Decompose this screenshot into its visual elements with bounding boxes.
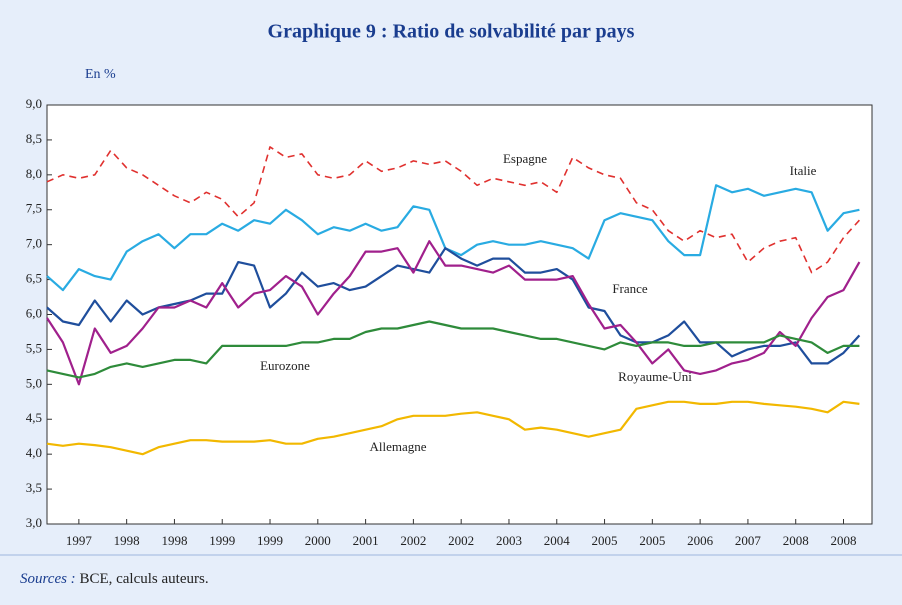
x-tick-label: 2005 <box>592 533 618 548</box>
y-tick-label: 6,5 <box>26 271 42 286</box>
series-label: Royaume-Uni <box>618 369 692 384</box>
x-tick-label: 2008 <box>783 533 809 548</box>
x-tick-label: 1999 <box>209 533 235 548</box>
x-tick-label: 2002 <box>400 533 426 548</box>
chart-title: Graphique 9 : Ratio de solvabilité par p… <box>268 21 635 43</box>
plot-area <box>46 104 873 525</box>
y-tick-label: 9,0 <box>26 96 42 111</box>
source-label: Sources : <box>20 571 76 587</box>
x-tick-label: 2003 <box>496 533 522 548</box>
y-tick-label: 8,0 <box>26 166 42 181</box>
y-tick-label: 4,5 <box>26 410 42 425</box>
x-tick-label: 2001 <box>353 533 379 548</box>
x-tick-label: 2002 <box>448 533 474 548</box>
x-tick-label: 2005 <box>639 533 665 548</box>
x-tick-label: 2007 <box>735 533 762 548</box>
source: Sources : BCE, calculs auteurs. <box>20 571 209 587</box>
series-line <box>46 320 860 379</box>
x-tick-label: 1998 <box>161 533 187 548</box>
series-line <box>46 146 860 274</box>
unit-label: En % <box>85 67 116 82</box>
x-tick-label: 1997 <box>66 533 93 548</box>
series-label: Italie <box>790 163 817 178</box>
x-tick-label: 1999 <box>257 533 283 548</box>
series-line <box>46 240 861 386</box>
source-text: BCE, calculs auteurs. <box>79 571 208 587</box>
y-tick-label: 7,5 <box>26 201 42 216</box>
series-line <box>46 184 860 292</box>
y-tick-label: 3,5 <box>26 480 42 495</box>
y-tick-label: 6,0 <box>26 305 42 320</box>
y-tick-label: 8,5 <box>26 131 42 146</box>
series-line <box>46 400 860 456</box>
x-tick-label: 2000 <box>305 533 331 548</box>
y-tick-label: 5,0 <box>26 375 42 390</box>
y-tick-label: 5,5 <box>26 340 42 355</box>
series-label: France <box>612 281 648 296</box>
series-label: Eurozone <box>260 358 310 373</box>
y-tick-label: 7,0 <box>26 236 42 251</box>
y-tick-label: 3,0 <box>26 515 42 530</box>
x-tick-label: 2004 <box>544 533 571 548</box>
series-label: Allemagne <box>369 439 426 454</box>
x-tick-label: 1998 <box>114 533 140 548</box>
x-tick-label: 2006 <box>687 533 714 548</box>
y-tick-label: 4,0 <box>26 445 42 460</box>
series-label: Espagne <box>503 151 547 166</box>
x-tick-label: 2008 <box>831 533 857 548</box>
series-line <box>46 247 861 365</box>
